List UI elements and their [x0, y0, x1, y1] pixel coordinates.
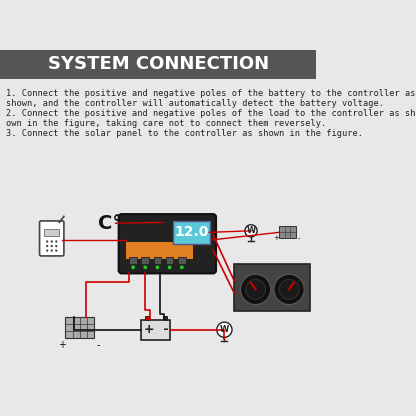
Bar [163, 316, 167, 320]
Text: -: - [97, 340, 100, 350]
Circle shape [245, 225, 257, 237]
Bar [44, 228, 59, 236]
Bar [129, 257, 137, 264]
Bar [141, 257, 149, 264]
Bar [65, 317, 94, 338]
FancyBboxPatch shape [0, 50, 317, 79]
Circle shape [55, 240, 57, 243]
Text: 12.0: 12.0 [174, 225, 209, 239]
Circle shape [279, 280, 299, 299]
Circle shape [51, 240, 53, 243]
Text: own in the figure, taking care not to connect them reversely.: own in the figure, taking care not to co… [6, 119, 326, 128]
Circle shape [46, 240, 48, 243]
Bar [144, 316, 149, 320]
Text: C°: C° [98, 214, 122, 233]
Circle shape [131, 265, 135, 269]
Circle shape [51, 245, 53, 247]
Bar [178, 257, 186, 264]
Text: W: W [246, 226, 256, 235]
Bar [154, 257, 161, 264]
Circle shape [46, 250, 48, 252]
Text: +: + [58, 340, 66, 350]
FancyBboxPatch shape [119, 214, 216, 273]
Circle shape [168, 265, 171, 269]
Circle shape [217, 322, 232, 337]
Circle shape [51, 250, 53, 252]
Text: +  -: + - [144, 323, 168, 336]
Circle shape [144, 265, 147, 269]
Circle shape [55, 250, 57, 252]
Text: +: + [273, 235, 279, 241]
Text: shown, and the controller will automatically detect the battery voltage.: shown, and the controller will automatic… [6, 99, 384, 108]
Bar [166, 257, 173, 264]
Circle shape [55, 245, 57, 247]
Text: W: W [220, 325, 229, 334]
Circle shape [246, 280, 265, 299]
Circle shape [240, 274, 271, 305]
Text: SYSTEM CONNECTION: SYSTEM CONNECTION [48, 55, 269, 73]
Circle shape [180, 265, 184, 269]
Circle shape [274, 274, 304, 305]
Bar [126, 242, 193, 259]
Bar [141, 320, 171, 339]
Text: -: - [298, 235, 300, 241]
FancyBboxPatch shape [40, 221, 64, 256]
Bar [234, 263, 310, 311]
Circle shape [156, 265, 159, 269]
Bar [279, 226, 296, 238]
Circle shape [46, 245, 48, 247]
Text: 3. Connect the solar panel to the controller as shown in the figure.: 3. Connect the solar panel to the contro… [6, 129, 363, 138]
Text: 2. Connect the positive and negative poles of the load to the controller as sh-: 2. Connect the positive and negative pol… [6, 109, 416, 118]
Text: 1. Connect the positive and negative poles of the battery to the controller as: 1. Connect the positive and negative pol… [6, 89, 416, 98]
Bar [173, 221, 210, 244]
